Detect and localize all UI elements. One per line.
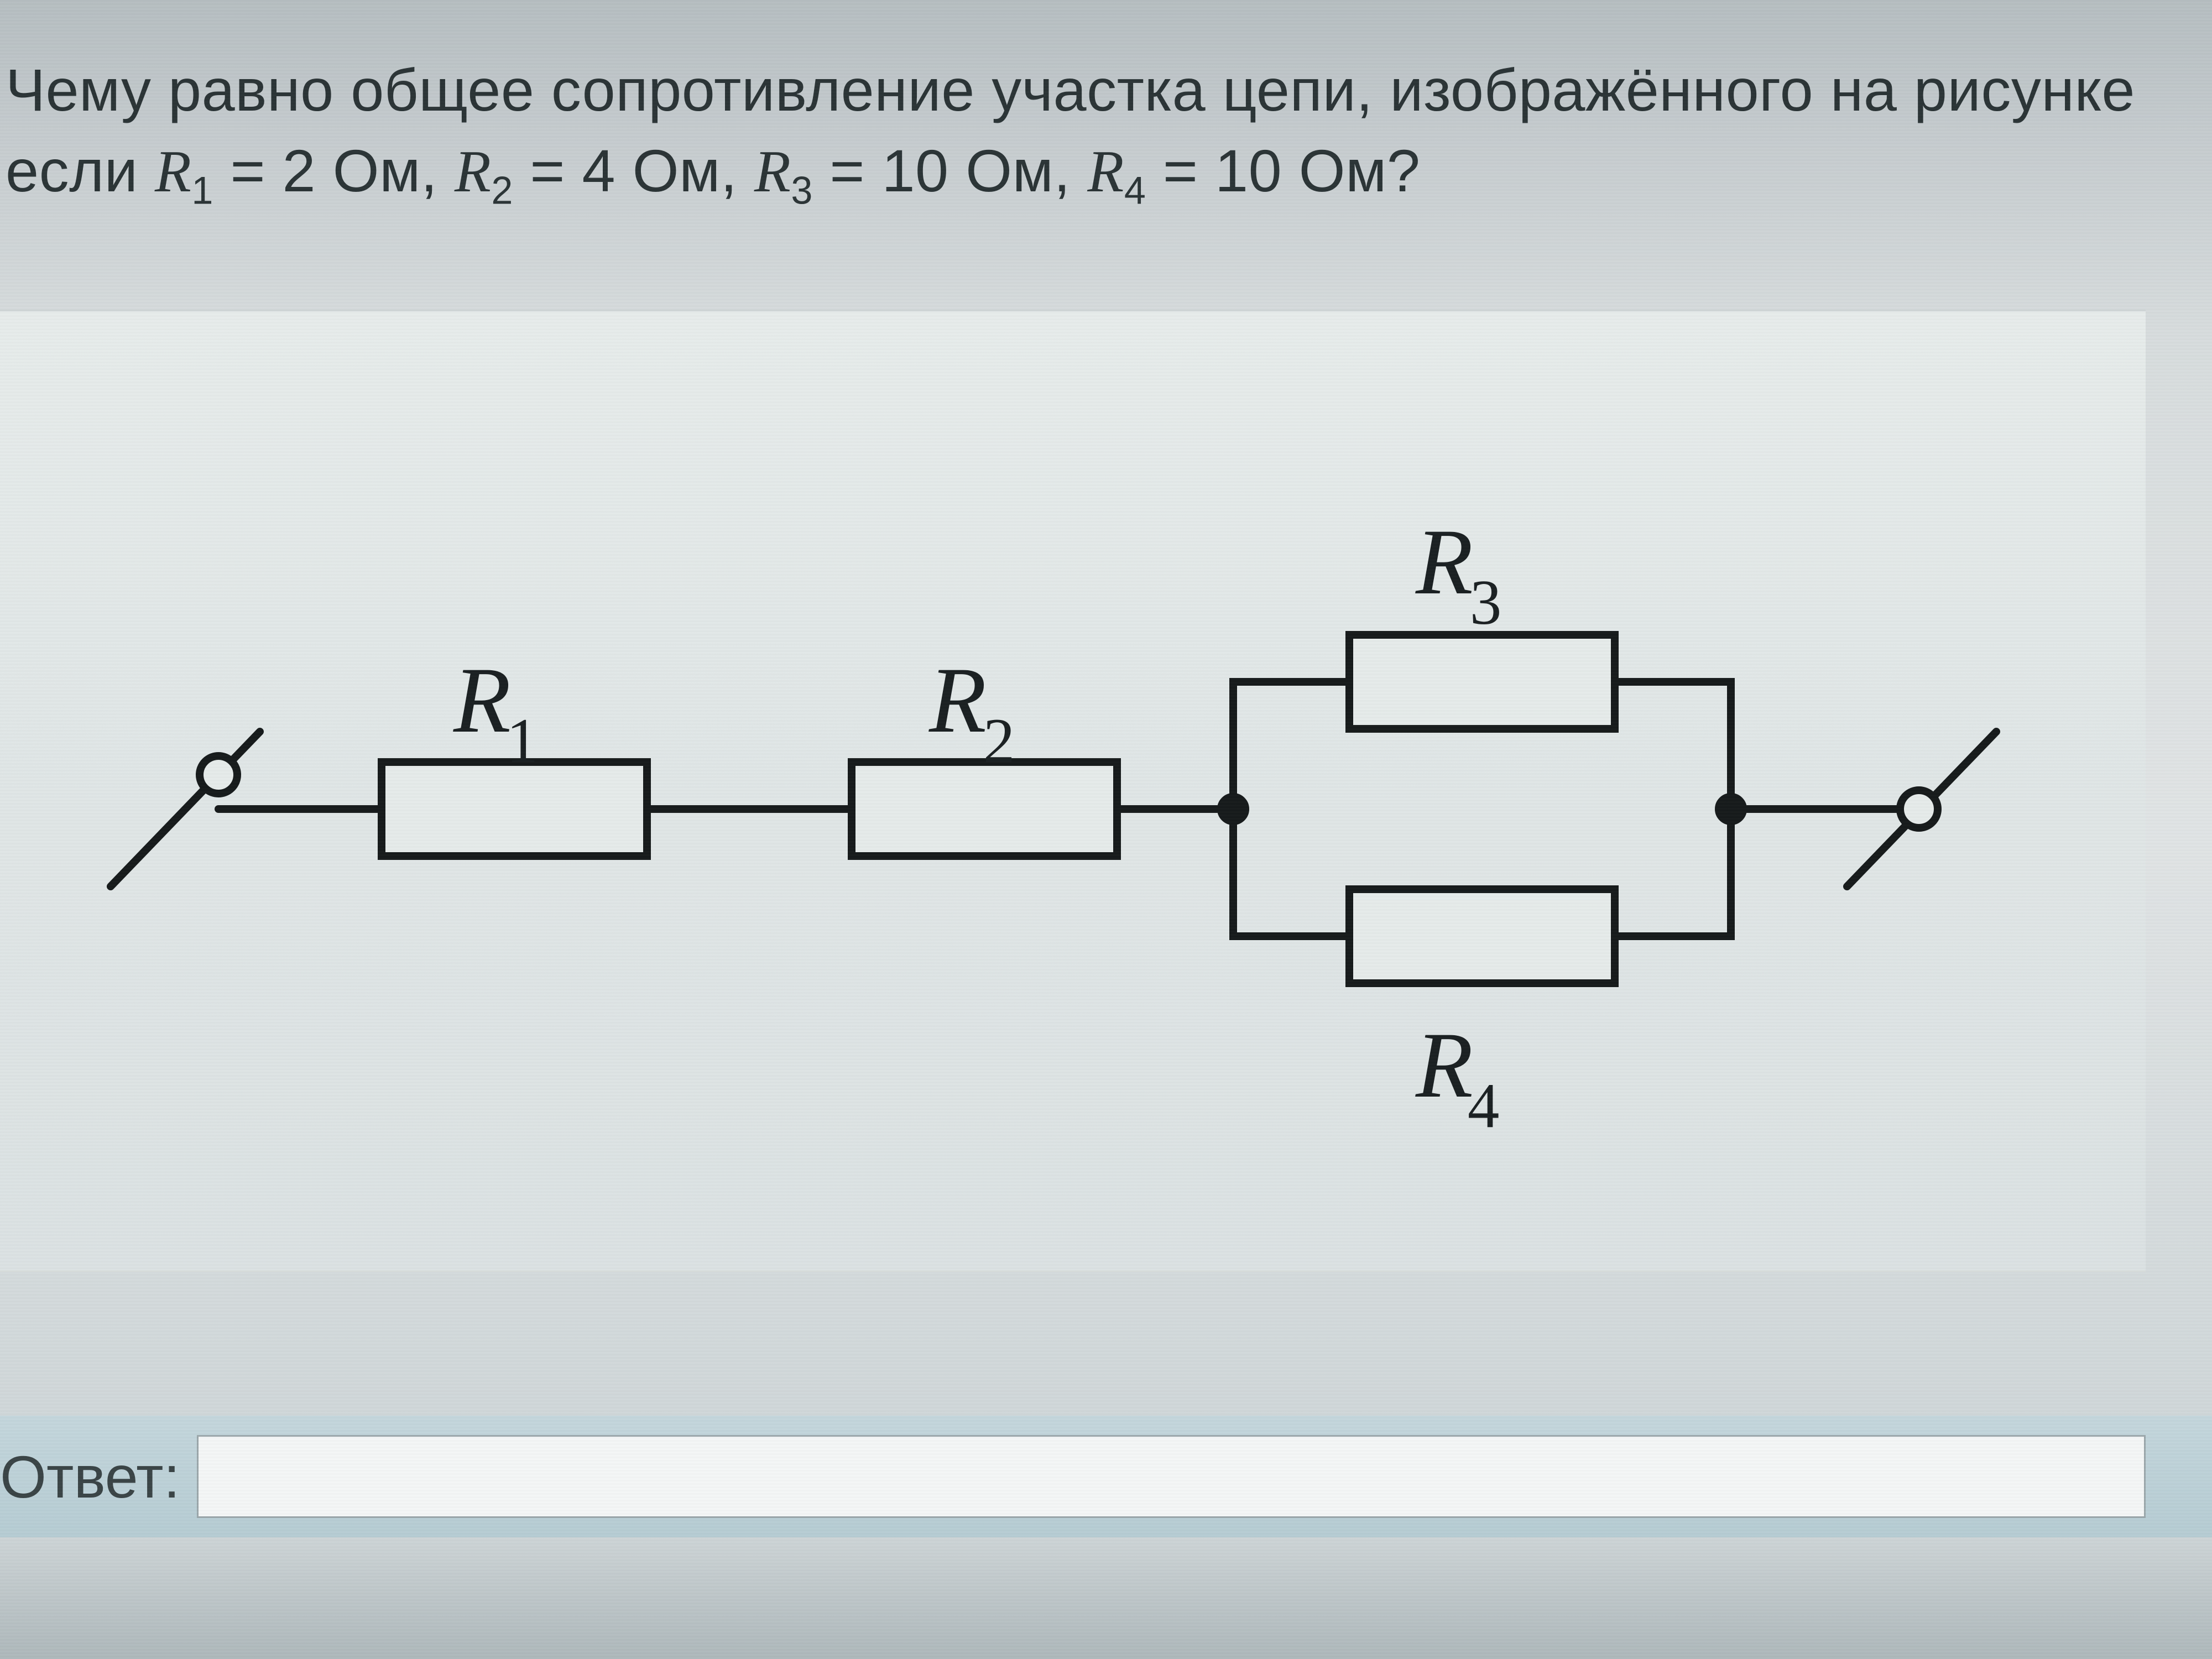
label-r1: R1 xyxy=(453,648,538,776)
question-line1-text: Чему равно общее сопротивление участка ц… xyxy=(6,56,2135,123)
label-r2: R2 xyxy=(928,648,1015,776)
bottom-fade xyxy=(0,1537,2212,1659)
r3-value: 10 Ом xyxy=(881,137,1053,204)
r1-value: 2 Ом xyxy=(283,137,421,204)
question-text: Чему равно общее сопротивление участка ц… xyxy=(0,39,2212,239)
resistor-r3 xyxy=(1349,635,1615,729)
resistor-r2 xyxy=(852,762,1117,856)
circuit-diagram-panel: R1 R2 R3 R4 xyxy=(0,310,2146,1272)
question-line-1: Чему равно общее сопротивление участка ц… xyxy=(6,50,2206,131)
question-line2-prefix: если xyxy=(6,137,155,204)
answer-label: Ответ: xyxy=(0,1442,180,1511)
answer-input[interactable] xyxy=(197,1435,2146,1518)
question-line-2: если R1 = 2 Ом, R2 = 4 Ом, R3 = 10 Ом, R… xyxy=(6,131,2206,217)
wire-from-r3 xyxy=(1615,682,1731,809)
wire-from-r4 xyxy=(1615,809,1731,936)
r2-value: 4 Ом xyxy=(582,137,721,204)
label-r4: R4 xyxy=(1415,1013,1499,1141)
resistor-r4 xyxy=(1349,889,1615,983)
wire-to-r4 xyxy=(1233,809,1349,936)
r4-value: 10 Ом xyxy=(1215,137,1387,204)
wire-to-r3 xyxy=(1233,682,1349,809)
resistor-r1 xyxy=(382,762,647,856)
label-r3: R3 xyxy=(1415,510,1501,638)
circuit-svg: R1 R2 R3 R4 xyxy=(0,311,2146,1274)
answer-row: Ответ: xyxy=(0,1416,2212,1537)
